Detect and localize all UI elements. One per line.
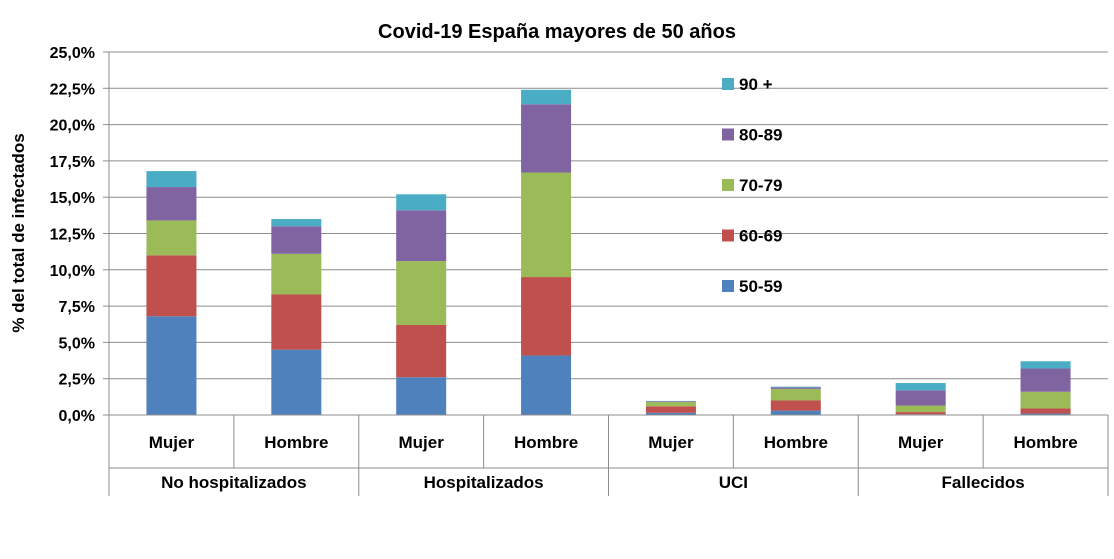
y-tick-label: 15,0%	[50, 190, 95, 207]
legend-swatch	[722, 280, 734, 292]
bar-segment-80-89	[271, 226, 322, 254]
bar-segment-50-59	[146, 316, 197, 415]
bar-segment-70-79	[521, 172, 572, 278]
bar-segment-70-79	[146, 220, 197, 256]
group-label: Fallecidos	[942, 473, 1025, 492]
y-tick-label: 22,5%	[50, 81, 95, 98]
bar-segment-70-79	[1020, 391, 1071, 409]
bar-segment-60-69	[271, 294, 322, 350]
y-tick-labels: 0,0% 2,5% 5,0% 7,5% 10,0% 12,5% 15,0% 17,5% 20,0…	[50, 45, 95, 425]
legend-label: 90 +	[739, 75, 773, 94]
bar-segment-90plus	[895, 383, 946, 391]
chart-title: Covid-19 España mayores de 50 años	[378, 21, 736, 43]
bar-segment-50-59	[521, 355, 572, 415]
category-label: Mujer	[149, 433, 195, 452]
legend-label: 70-79	[739, 176, 782, 195]
bar-segment-60-69	[645, 406, 696, 413]
bar-segment-90plus	[1020, 361, 1071, 369]
y-axis-title: % del total de infectados	[9, 133, 28, 332]
bar-segment-90plus	[770, 386, 821, 388]
category-label: Hombre	[514, 433, 578, 452]
bar-segment-80-89	[645, 401, 696, 402]
y-tick-label: 5,0%	[59, 335, 95, 352]
group-label: Hospitalizados	[424, 473, 544, 492]
bar-segment-90plus	[271, 218, 322, 227]
legend-swatch	[722, 229, 734, 242]
y-tick-label: 10,0%	[50, 263, 95, 280]
bars	[146, 89, 1071, 415]
bar-segment-80-89	[146, 187, 197, 221]
bar-segment-60-69	[895, 412, 946, 415]
bar-segment-70-79	[895, 405, 946, 413]
bar-segment-60-69	[396, 324, 447, 378]
bar-segment-80-89	[396, 210, 447, 262]
y-tick-label: 12,5%	[50, 227, 95, 244]
y-tick-label: 25,0%	[50, 45, 95, 62]
bar-segment-60-69	[770, 400, 821, 411]
y-tick-label: 20,0%	[50, 118, 95, 135]
category-label: Hombre	[1013, 433, 1077, 452]
y-tick-label: 0,0%	[59, 408, 95, 425]
bar-segment-70-79	[271, 253, 322, 295]
gridlines	[103, 51, 1108, 416]
bar-segment-50-59	[645, 412, 696, 415]
bar-segment-50-59	[1020, 413, 1071, 415]
legend-label: 50-59	[739, 277, 782, 296]
category-label: Mujer	[399, 433, 445, 452]
legend-label: 80-89	[739, 126, 782, 145]
bar-segment-60-69	[1020, 408, 1071, 414]
y-tick-label: 17,5%	[50, 154, 95, 171]
bar-segment-50-59	[271, 349, 322, 415]
legend-swatch	[722, 78, 734, 90]
category-label: Hombre	[264, 433, 328, 452]
bar-segment-90plus	[521, 89, 572, 105]
bar-segment-80-89	[521, 104, 572, 173]
legend-swatch	[722, 179, 734, 191]
bar-segment-80-89	[770, 387, 821, 389]
group-label: No hospitalizados	[161, 473, 306, 492]
y-tick-label: 7,5%	[59, 299, 95, 316]
bar-segment-90plus	[396, 194, 447, 211]
legend-label: 60-69	[739, 227, 782, 246]
y-tick-label: 2,5%	[59, 372, 95, 389]
category-label: Mujer	[648, 433, 694, 452]
category-label: Mujer	[898, 433, 944, 452]
group-label: UCI	[719, 473, 748, 492]
bar-segment-90plus	[146, 171, 197, 188]
bar-segment-50-59	[770, 410, 821, 415]
legend-swatch	[722, 128, 734, 141]
bar-segment-60-69	[146, 255, 197, 317]
bar-segment-70-79	[645, 401, 696, 407]
bar-segment-80-89	[1020, 368, 1071, 392]
legend: 90 + 80-89 70-79 60-69 50-59	[722, 75, 782, 296]
bar-segment-80-89	[895, 390, 946, 406]
bar-segment-70-79	[396, 261, 447, 325]
bar-segment-50-59	[396, 377, 447, 415]
category-label: Hombre	[764, 433, 828, 452]
bar-segment-70-79	[770, 388, 821, 401]
bar-segment-60-69	[521, 277, 572, 356]
x-axis: Mujer Hombre Mujer Hombre Mujer Hombre Mujer Ho…	[108, 414, 1109, 496]
